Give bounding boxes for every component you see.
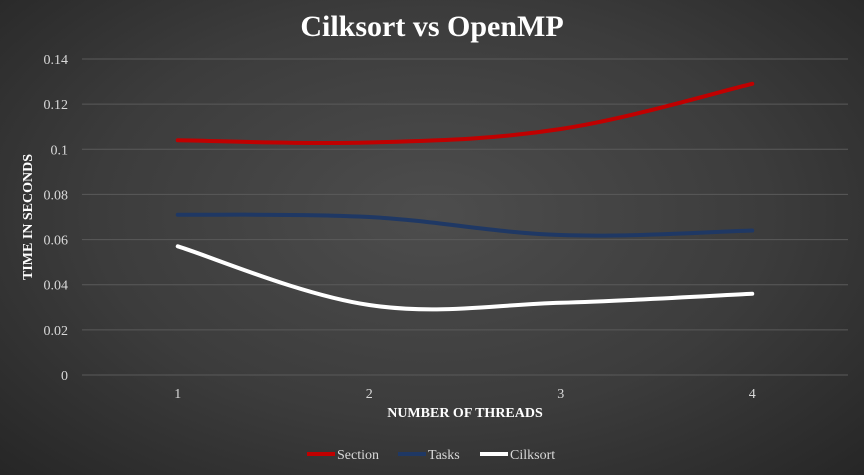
legend-label-cilksort: Cilksort [510,448,555,463]
y-tick-label: 0.14 [44,53,69,68]
x-axis-title: NUMBER OF THREADS [387,406,543,421]
chart-title: Cilksort vs OpenMP [300,10,563,43]
y-tick-label: 0.06 [44,234,69,249]
x-tick-label: 3 [557,387,564,402]
gridlines [82,58,848,376]
y-tick-label: 0.12 [44,98,69,113]
legend: Section Tasks Cilksort [307,448,555,463]
series-line-section [175,81,755,146]
x-tick-label: 1 [174,387,181,402]
series-line-cilksort [175,244,755,312]
legend-label-tasks: Tasks [428,448,460,463]
y-axis-ticks: 0 0.02 0.04 0.06 0.08 0.1 0.12 0.14 [44,53,69,384]
y-tick-label: 0 [61,369,68,384]
y-tick-label: 0.1 [51,143,69,158]
series-lines [175,81,755,312]
x-axis-ticks: 1 2 3 4 [174,387,756,402]
x-tick-label: 4 [749,387,756,402]
y-tick-label: 0.04 [44,279,69,294]
y-tick-label: 0.08 [44,188,69,203]
legend-label-section: Section [337,448,379,463]
x-tick-label: 2 [366,387,373,402]
series-line-tasks [175,212,755,238]
y-tick-label: 0.02 [44,324,69,339]
y-axis-title: TIME IN SECONDS [21,154,36,280]
